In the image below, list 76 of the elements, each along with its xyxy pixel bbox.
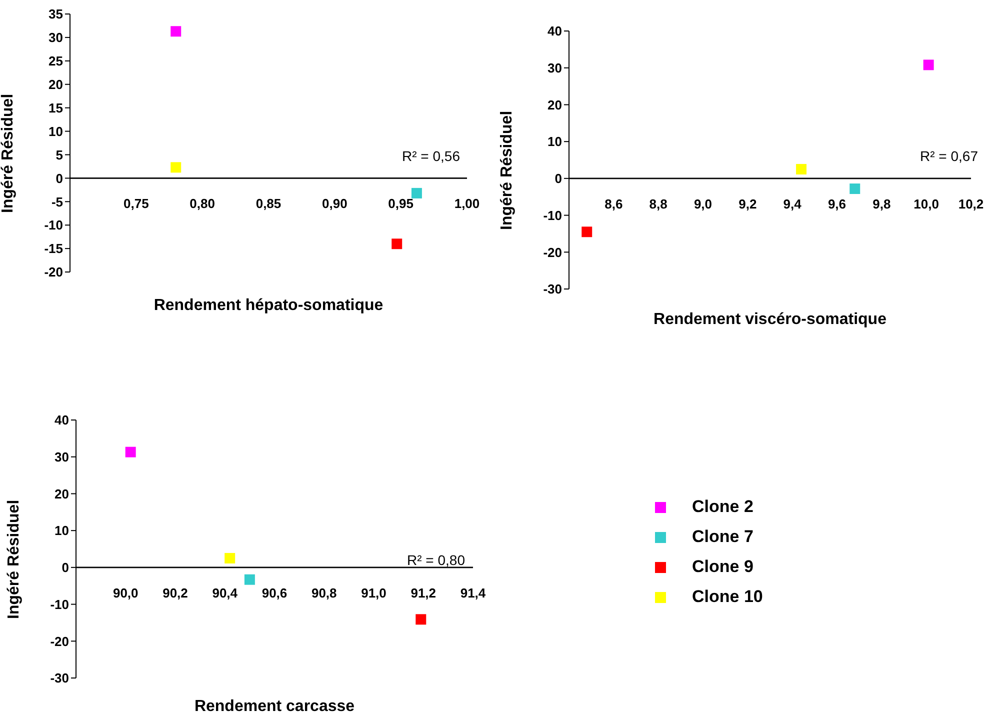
annotation: R² = 0,80 (407, 552, 465, 568)
y-tick-label: 35 (48, 6, 63, 22)
y-tick-label: -10 (44, 218, 63, 233)
x-tick-label: 10,2 (958, 196, 984, 212)
x-tick-label: 91,2 (410, 585, 436, 600)
y-axis-title: Ingéré Résiduel (6, 500, 23, 619)
y-axis-title: Ingéré Résiduel (0, 94, 17, 213)
point (392, 238, 402, 250)
y-tick-label: -10 (543, 208, 562, 223)
x-tick-label: 10,0 (914, 196, 939, 212)
x-tick-label: 8,8 (649, 196, 668, 212)
y-tick-label: 0 (554, 171, 562, 186)
x-tick-label: 9,2 (738, 196, 757, 212)
x-tick-label: 9,0 (694, 196, 712, 212)
x-tick-label: 1,00 (454, 196, 480, 212)
x-tick-label: 9,4 (783, 196, 802, 212)
point (125, 446, 136, 458)
y-tick-label: -20 (50, 634, 69, 649)
x-tick-label: 90,6 (262, 585, 288, 600)
y-tick-label: 0 (56, 170, 63, 186)
y-tick-label: 10 (548, 134, 562, 150)
y-tick-label: 40 (54, 412, 69, 428)
x-tick-label: 9,8 (872, 196, 891, 212)
y-tick-label: 15 (48, 100, 63, 116)
y-tick-label: 10 (54, 523, 69, 538)
point (416, 614, 426, 625)
point (850, 184, 860, 194)
y-tick-label: 25 (48, 54, 63, 69)
y-tick-label: 20 (548, 97, 562, 112)
point (170, 162, 182, 173)
y-tick-label: -30 (50, 670, 69, 686)
y-tick-label: -30 (543, 282, 562, 297)
x-axis-title: Rendement viscéro-somatique (654, 311, 887, 328)
legend-label: Clone 2 (692, 497, 754, 517)
x-tick-label: 90,4 (212, 585, 238, 600)
y-tick-label: -5 (51, 194, 63, 210)
y-axis-title: Ingéré Résiduel (498, 110, 516, 230)
x-tick-label: 90,0 (112, 585, 138, 600)
x-axis-title: Rendement carcasse (194, 698, 355, 715)
point (796, 164, 807, 174)
x-tick-label: 8,6 (604, 196, 623, 212)
x-tick-label: 0,80 (190, 196, 215, 212)
y-tick-label: -20 (44, 264, 63, 280)
x-tick-label: 0,85 (256, 196, 282, 212)
y-tick-label: 30 (54, 449, 69, 464)
y-tick-label: 0 (62, 560, 69, 576)
legend-label: Clone 7 (692, 527, 754, 547)
point (923, 60, 934, 70)
y-tick-label: -15 (44, 241, 63, 256)
x-tick-label: 0,75 (124, 196, 149, 212)
annotation: R² = 0,67 (920, 148, 978, 164)
point (170, 26, 182, 37)
x-tick-label: 9,6 (828, 196, 846, 212)
y-tick-label: 30 (48, 30, 63, 46)
annotation: R² = 0,56 (402, 148, 460, 164)
x-tick-label: 91,0 (361, 585, 386, 600)
y-tick-label: -20 (543, 244, 562, 260)
point (244, 574, 255, 585)
legend-label: Clone 10 (692, 587, 763, 607)
x-axis-title: Rendement hépato-somatique (154, 297, 384, 314)
y-tick-label: 30 (548, 60, 562, 76)
y-tick-label: -10 (50, 596, 69, 612)
x-tick-label: 91,4 (460, 585, 486, 600)
y-tick-label: 40 (548, 24, 562, 39)
y-tick-label: 5 (56, 147, 63, 162)
x-tick-label: 0,90 (322, 196, 348, 212)
y-tick-label: 20 (48, 76, 63, 92)
y-tick-label: 20 (54, 486, 69, 502)
x-tick-label: 0,95 (388, 196, 414, 212)
x-tick-label: 90,8 (311, 585, 337, 600)
x-tick-label: 90,2 (162, 585, 188, 600)
point (411, 188, 422, 198)
point (224, 552, 236, 564)
y-tick-label: 10 (48, 124, 63, 139)
legend-label: Clone 9 (692, 557, 754, 577)
point (582, 226, 592, 238)
